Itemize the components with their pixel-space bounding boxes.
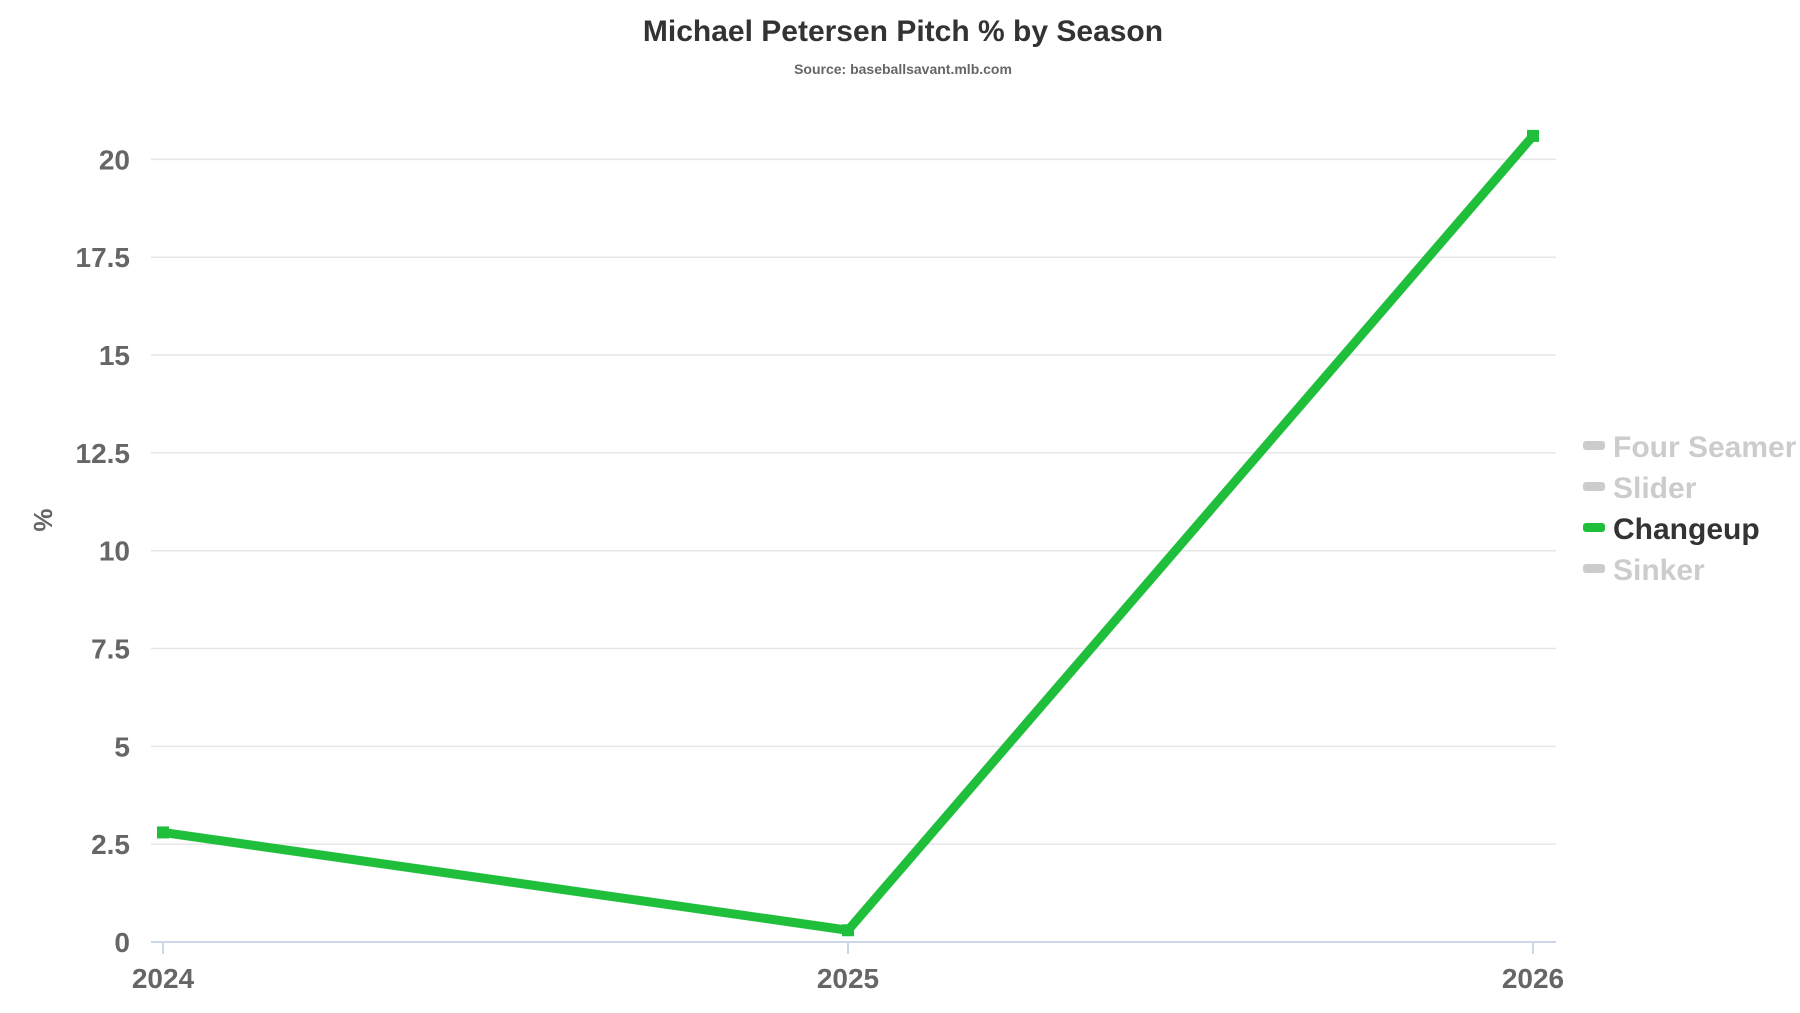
y-tick-label: 0 xyxy=(114,927,130,958)
chart-subtitle: Source: baseballsavant.mlb.com xyxy=(794,61,1012,77)
legend-item-four-seamer[interactable]: Four Seamer xyxy=(1583,431,1797,464)
y-tick-label: 15 xyxy=(99,340,130,371)
legend-symbol xyxy=(1583,482,1605,491)
y-tick-label: 5 xyxy=(114,731,130,762)
legend-label: Changeup xyxy=(1613,513,1760,546)
y-tick-label: 12.5 xyxy=(76,438,131,469)
y-tick-label: 20 xyxy=(99,144,130,175)
y-tick-label: 10 xyxy=(99,536,130,567)
data-point[interactable] xyxy=(1527,129,1539,142)
x-tick-label: 2024 xyxy=(132,963,195,994)
legend-label: Sinker xyxy=(1613,554,1705,587)
legend-item-sinker[interactable]: Sinker xyxy=(1583,554,1705,587)
legend-label: Slider xyxy=(1613,472,1697,505)
legend-item-slider[interactable]: Slider xyxy=(1583,472,1697,505)
legend-symbol xyxy=(1583,441,1605,450)
x-tick-label: 2025 xyxy=(817,963,879,994)
y-tick-label: 7.5 xyxy=(91,634,130,665)
series-line-changeup xyxy=(162,132,1537,936)
legend-symbol xyxy=(1583,564,1605,573)
legend-symbol xyxy=(1583,523,1605,532)
y-tick-label: 17.5 xyxy=(76,242,131,273)
y-tick-label: 2.5 xyxy=(91,829,130,860)
y-axis-label: % xyxy=(28,508,58,531)
legend-item-changeup[interactable]: Changeup xyxy=(1583,513,1760,546)
legend-label: Four Seamer xyxy=(1613,431,1797,464)
data-point[interactable] xyxy=(842,924,854,937)
data-point[interactable] xyxy=(157,826,169,839)
chart-title: Michael Petersen Pitch % by Season xyxy=(643,15,1163,48)
x-tick-label: 2026 xyxy=(1502,963,1564,994)
